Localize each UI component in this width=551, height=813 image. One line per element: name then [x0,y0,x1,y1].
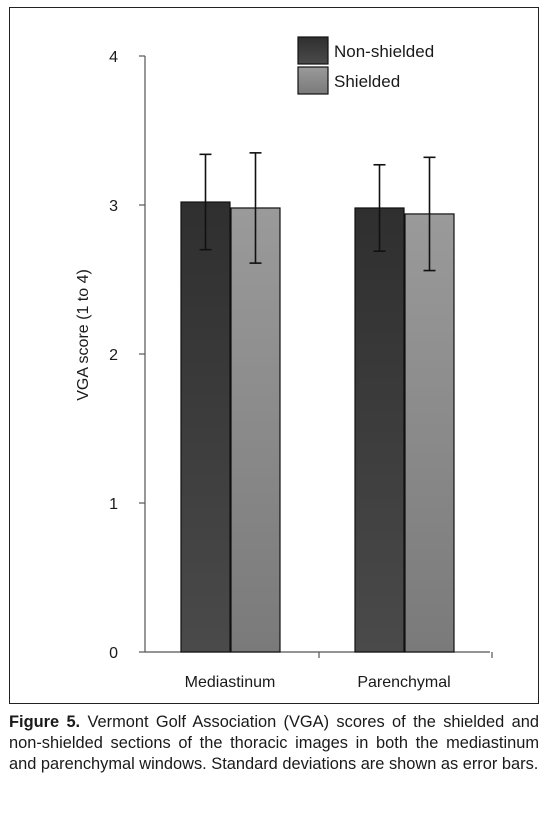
figure-caption: Figure 5. Vermont Golf Association (VGA)… [9,712,539,775]
y-tick-label: 1 [109,496,118,513]
caption-label: Figure 5. [9,713,81,731]
y-tick-label: 0 [109,645,118,662]
legend-label: Shielded [334,72,400,91]
y-axis-label: VGA score (1 to 4) [75,269,92,401]
bar [230,207,281,653]
x-tick-label: Mediastinum [185,674,276,691]
legend-swatch [297,66,329,95]
bar [180,201,231,653]
bar [354,207,405,653]
y-tick-label: 2 [109,347,118,364]
bar-chart: 0 1 2 3 4 VGA score (1 to 4) Mediastinum Parenc… [75,36,493,691]
x-tick-label: Parenchymal [357,674,450,691]
y-tick-label: 3 [109,198,118,215]
legend-swatch [297,36,329,65]
legend-label: Non-shielded [334,42,434,61]
bar [404,213,455,653]
caption-text: Vermont Golf Association (VGA) scores of… [9,713,539,773]
y-tick-label: 4 [109,49,118,66]
